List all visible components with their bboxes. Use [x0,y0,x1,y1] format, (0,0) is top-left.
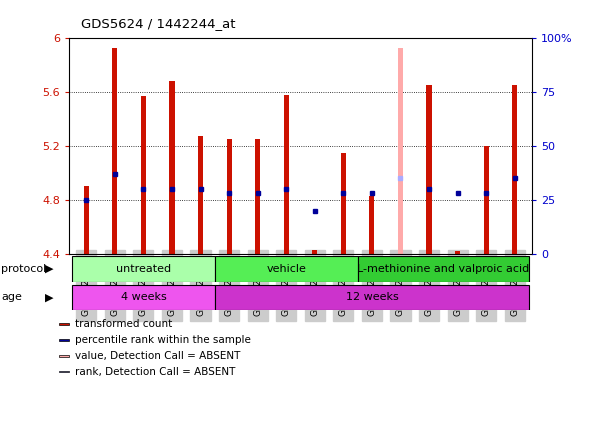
Bar [112,47,117,254]
Bar [198,137,203,254]
Bar [59,339,69,341]
Bar [59,323,69,325]
Bar [169,81,174,254]
Bar [215,256,358,282]
Bar [370,196,374,254]
Bar [215,285,529,310]
Bar [255,139,260,254]
Bar [59,355,69,357]
Text: 4 weeks: 4 weeks [121,292,166,302]
Bar [341,153,346,254]
Bar [141,96,146,254]
Bar [84,187,89,254]
Bar [484,146,489,254]
Text: transformed count: transformed count [75,319,172,329]
Bar [72,256,215,282]
Text: protocol: protocol [1,264,46,274]
Bar [227,139,231,254]
Bar [455,251,460,254]
Bar [72,285,215,310]
Text: value, Detection Call = ABSENT: value, Detection Call = ABSENT [75,351,240,361]
Text: age: age [1,292,22,302]
Text: percentile rank within the sample: percentile rank within the sample [75,335,251,345]
Bar [59,371,69,372]
Text: untreated: untreated [116,264,171,274]
Bar [284,95,289,254]
Bar [358,256,529,282]
Text: GDS5624 / 1442244_at: GDS5624 / 1442244_at [81,17,236,30]
Text: L-methionine and valproic acid: L-methionine and valproic acid [357,264,529,274]
Text: ▶: ▶ [45,292,53,302]
Bar [512,85,517,254]
Text: vehicle: vehicle [266,264,306,274]
Bar [398,47,403,254]
Text: ▶: ▶ [45,264,53,274]
Bar [427,85,432,254]
Text: rank, Detection Call = ABSENT: rank, Detection Call = ABSENT [75,367,235,376]
Bar [312,250,317,254]
Text: 12 weeks: 12 weeks [346,292,398,302]
